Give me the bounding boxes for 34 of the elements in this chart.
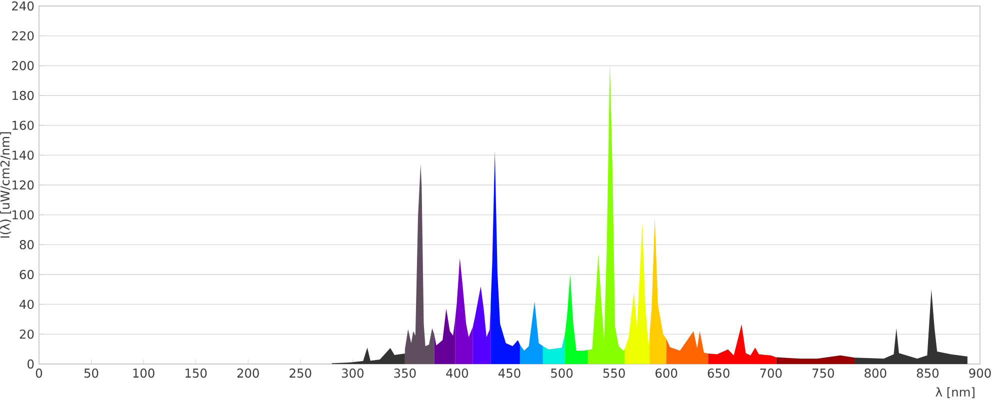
x-tick-label: 50 [84, 368, 98, 378]
y-tick-label: 120 [12, 180, 34, 190]
x-tick-label: 700 [760, 368, 782, 378]
y-tick-label: 80 [20, 240, 34, 250]
y-tick-label: 160 [12, 120, 34, 130]
x-tick-label: 150 [186, 368, 207, 378]
y-tick-label: 20 [20, 330, 34, 339]
x-tick-label: 600 [656, 368, 678, 378]
x-tick-label: 400 [446, 368, 468, 378]
x-tick-label: 100 [133, 368, 154, 378]
x-tick-label: 750 [812, 368, 834, 378]
y-tick-label: 40 [20, 300, 34, 309]
y-tick-label: 240 [12, 1, 34, 11]
y-tick-label: 220 [12, 31, 34, 40]
y-tick-label: 100 [12, 210, 34, 220]
x-tick-label: 250 [290, 368, 312, 378]
x-tick-label: 650 [708, 368, 730, 378]
x-tick-label: 550 [603, 368, 625, 378]
y-tick-label: 200 [12, 61, 34, 70]
x-tick-label: 800 [864, 368, 886, 378]
x-tick-label: 300 [342, 368, 364, 378]
x-axis-title: λ [nm] [936, 387, 974, 398]
x-tick-label: 450 [498, 368, 520, 378]
y-tick-label: 140 [12, 150, 34, 160]
x-tick-label: 200 [237, 368, 259, 378]
x-tick-label: 350 [394, 368, 416, 378]
y-tick-label: 0 [28, 359, 34, 369]
y-tick-label: 60 [20, 270, 34, 280]
y-tick-label: 180 [12, 90, 34, 100]
x-tick-label: 0 [36, 368, 42, 378]
x-tick-label: 850 [916, 368, 939, 378]
y-axis-title: I(λ) [uW/cm2/nm] [0, 132, 12, 238]
x-tick-label: 900 [969, 368, 991, 378]
x-tick-label: 500 [551, 368, 573, 378]
